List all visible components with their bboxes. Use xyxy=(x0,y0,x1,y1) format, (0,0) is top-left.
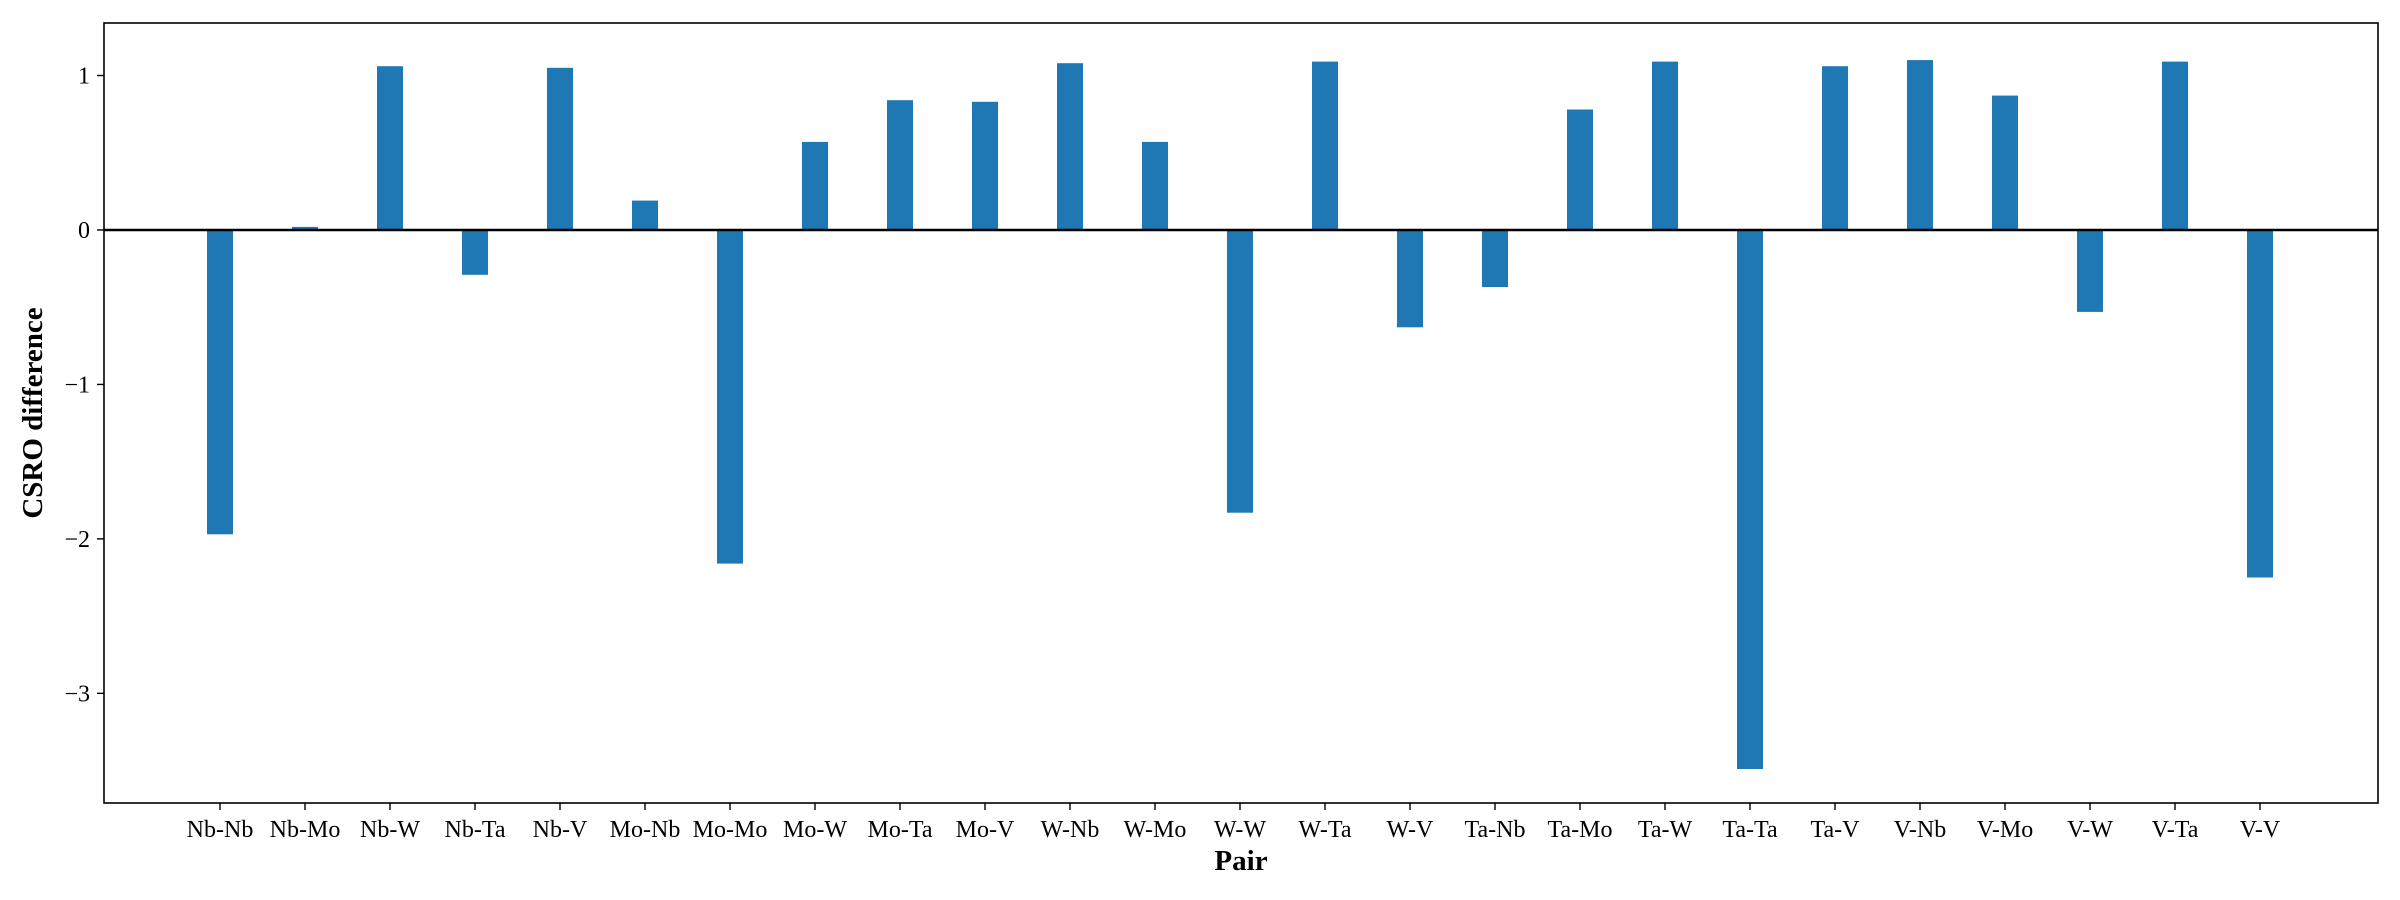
plot-frame xyxy=(103,22,2379,804)
bar-w-mo xyxy=(1142,141,1168,230)
x-tick-label: Nb-V xyxy=(533,817,588,843)
bar-mo-mo xyxy=(717,230,743,564)
bar-ta-ta xyxy=(1737,230,1763,769)
x-tick-label: W-Ta xyxy=(1299,817,1352,843)
x-tick-label: W-Nb xyxy=(1041,817,1100,843)
y-axis-title: CSRO difference xyxy=(17,307,49,518)
x-tick-label: Mo-Mo xyxy=(693,817,768,843)
bar-ta-w xyxy=(1652,61,1678,230)
x-tick-label: V-Nb xyxy=(1894,817,1946,843)
bar-mo-v xyxy=(972,101,998,230)
bar-v-nb xyxy=(1907,60,1933,230)
bar-mo-w xyxy=(802,141,828,230)
bar-w-ta xyxy=(1312,61,1338,230)
x-tick-label: V-Mo xyxy=(1977,817,2033,843)
x-tick-label: Nb-Mo xyxy=(270,817,341,843)
x-tick-label: Nb-Nb xyxy=(187,817,254,843)
x-tick-label: Nb-Ta xyxy=(445,817,506,843)
x-tick-label: Ta-Ta xyxy=(1722,817,1778,843)
bar-v-w xyxy=(2077,230,2103,312)
x-tick-label: Mo-W xyxy=(783,817,847,843)
y-tick-label: 1 xyxy=(78,64,90,90)
x-tick-label: V-V xyxy=(2240,817,2281,843)
x-tick-label: W-W xyxy=(1214,817,1266,843)
x-tick-label: Ta-Mo xyxy=(1548,817,1613,843)
bar-nb-mo xyxy=(292,226,318,230)
x-tick-label: W-Mo xyxy=(1124,817,1187,843)
x-axis: Nb-Nb Nb-Mo Nb-W Nb-Ta Nb-V Mo-Nb Mo-Mo Mo-W Mo-… xyxy=(187,803,2281,843)
bar-nb-v xyxy=(547,67,573,230)
x-tick-label: Mo-Nb xyxy=(610,817,681,843)
bar-nb-w xyxy=(377,66,403,230)
x-tick-label: Ta-Nb xyxy=(1465,817,1526,843)
bar-nb-ta xyxy=(462,230,488,275)
bar-v-mo xyxy=(1992,95,2018,230)
x-tick-label: Ta-W xyxy=(1638,817,1693,843)
bar-ta-v xyxy=(1822,66,1848,230)
x-tick-label: Ta-V xyxy=(1811,817,1861,843)
x-tick-label: Mo-Ta xyxy=(868,817,933,843)
x-axis-title: Pair xyxy=(1214,845,1267,877)
bar-w-nb xyxy=(1057,63,1083,231)
y-tick-label: −2 xyxy=(64,527,90,553)
bar-v-ta xyxy=(2162,61,2188,230)
y-tick-label: −3 xyxy=(64,681,90,707)
x-tick-label: Mo-V xyxy=(956,817,1015,843)
bar-v-v xyxy=(2247,230,2273,578)
x-tick-label: Nb-W xyxy=(360,817,420,843)
bar-nb-nb xyxy=(207,230,233,535)
y-tick-label: −1 xyxy=(64,372,90,398)
x-tick-label: V-Ta xyxy=(2152,817,2199,843)
y-axis: 1 0 −1 −2 −3 xyxy=(64,64,104,707)
bar-w-v xyxy=(1397,230,1423,328)
x-tick-label: V-W xyxy=(2067,817,2113,843)
bar-mo-nb xyxy=(632,200,658,230)
bar-w-w xyxy=(1227,230,1253,513)
bar-ta-mo xyxy=(1567,109,1593,230)
bar-mo-ta xyxy=(887,100,913,230)
bars-group xyxy=(207,60,2273,769)
y-tick-label: 0 xyxy=(78,218,90,244)
x-tick-label: W-V xyxy=(1387,817,1434,843)
bar-ta-nb xyxy=(1482,230,1508,288)
